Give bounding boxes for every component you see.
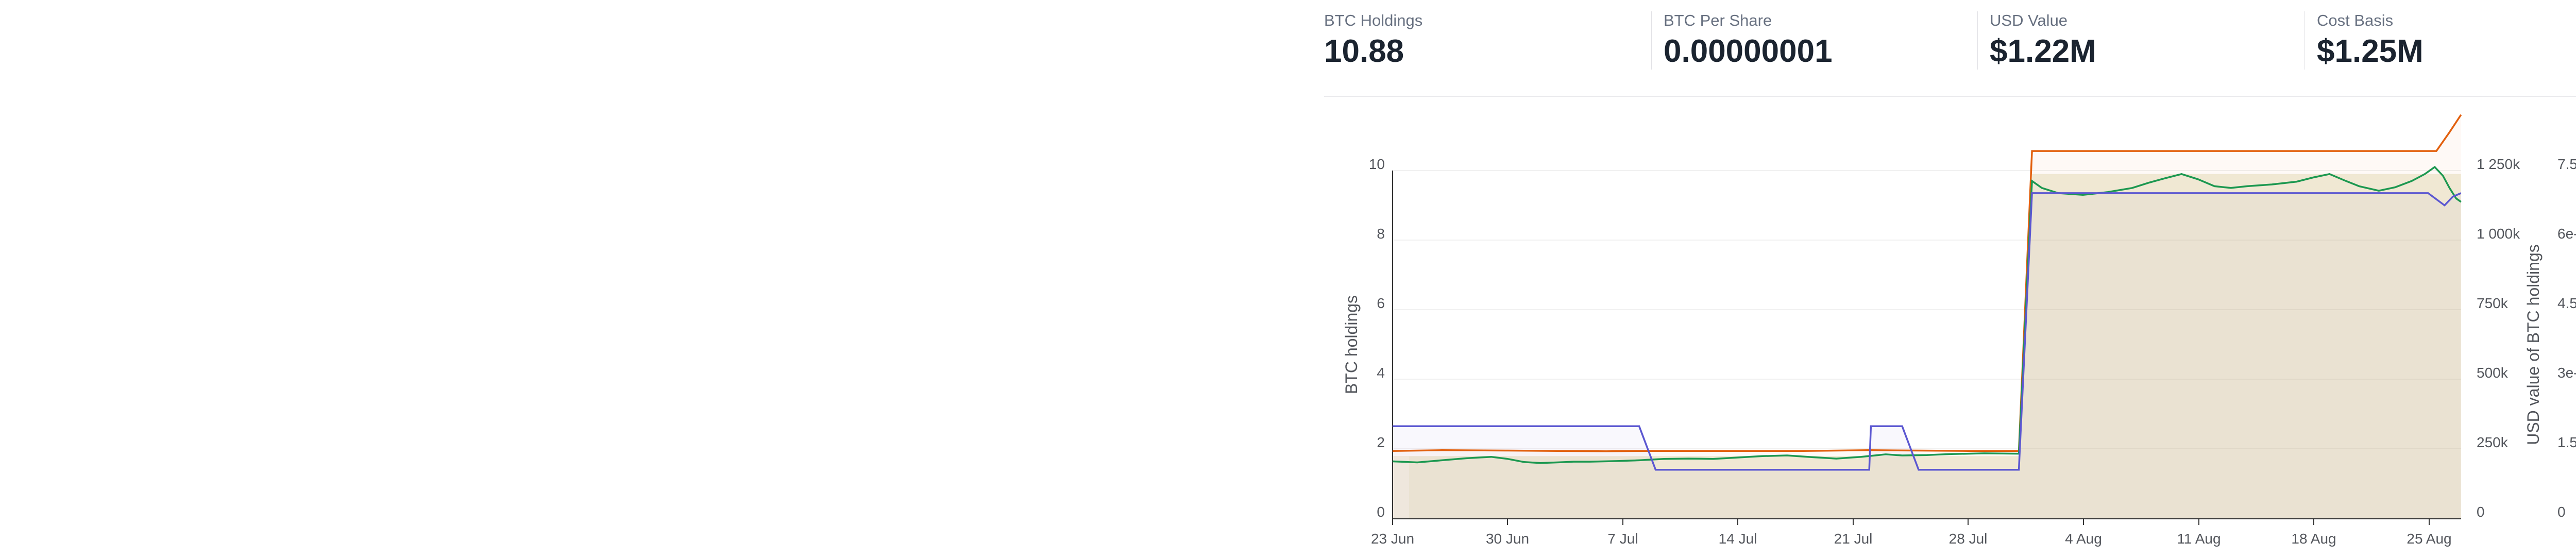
svg-text:4.5e-8: 4.5e-8 [2557,295,2576,311]
svg-text:250k: 250k [2477,434,2509,450]
svg-text:6e-8: 6e-8 [2557,226,2576,242]
svg-text:2: 2 [1377,434,1385,450]
svg-text:500k: 500k [2477,365,2509,381]
svg-text:30 Jun: 30 Jun [1486,531,1529,547]
svg-text:0: 0 [1377,504,1385,520]
svg-text:3e-8: 3e-8 [2557,365,2576,381]
svg-text:23 Jun: 23 Jun [1371,531,1414,547]
svg-text:18 Aug: 18 Aug [2291,531,2336,547]
svg-text:7 Jul: 7 Jul [1607,531,1638,547]
svg-text:8: 8 [1377,226,1385,242]
svg-text:BTC holdings: BTC holdings [1342,295,1361,394]
svg-text:0: 0 [2477,504,2485,520]
svg-text:28 Jul: 28 Jul [1949,531,1988,547]
svg-text:10: 10 [1369,156,1385,172]
svg-text:1.5e-8: 1.5e-8 [2557,434,2576,450]
svg-text:14 Jul: 14 Jul [1719,531,1757,547]
svg-text:0: 0 [2557,504,2566,520]
svg-text:7.5e-8: 7.5e-8 [2557,156,2576,172]
svg-text:11 Aug: 11 Aug [2177,531,2221,547]
svg-text:25 Aug: 25 Aug [2406,531,2451,547]
svg-text:1 250k: 1 250k [2477,156,2520,172]
svg-text:USD value of BTC holdings: USD value of BTC holdings [2524,244,2543,445]
svg-text:21 Jul: 21 Jul [1834,531,1873,547]
svg-text:4: 4 [1377,365,1385,381]
svg-text:750k: 750k [2477,295,2509,311]
svg-text:4 Aug: 4 Aug [2065,531,2102,547]
svg-text:1 000k: 1 000k [2477,226,2520,242]
svg-text:6: 6 [1377,295,1385,311]
